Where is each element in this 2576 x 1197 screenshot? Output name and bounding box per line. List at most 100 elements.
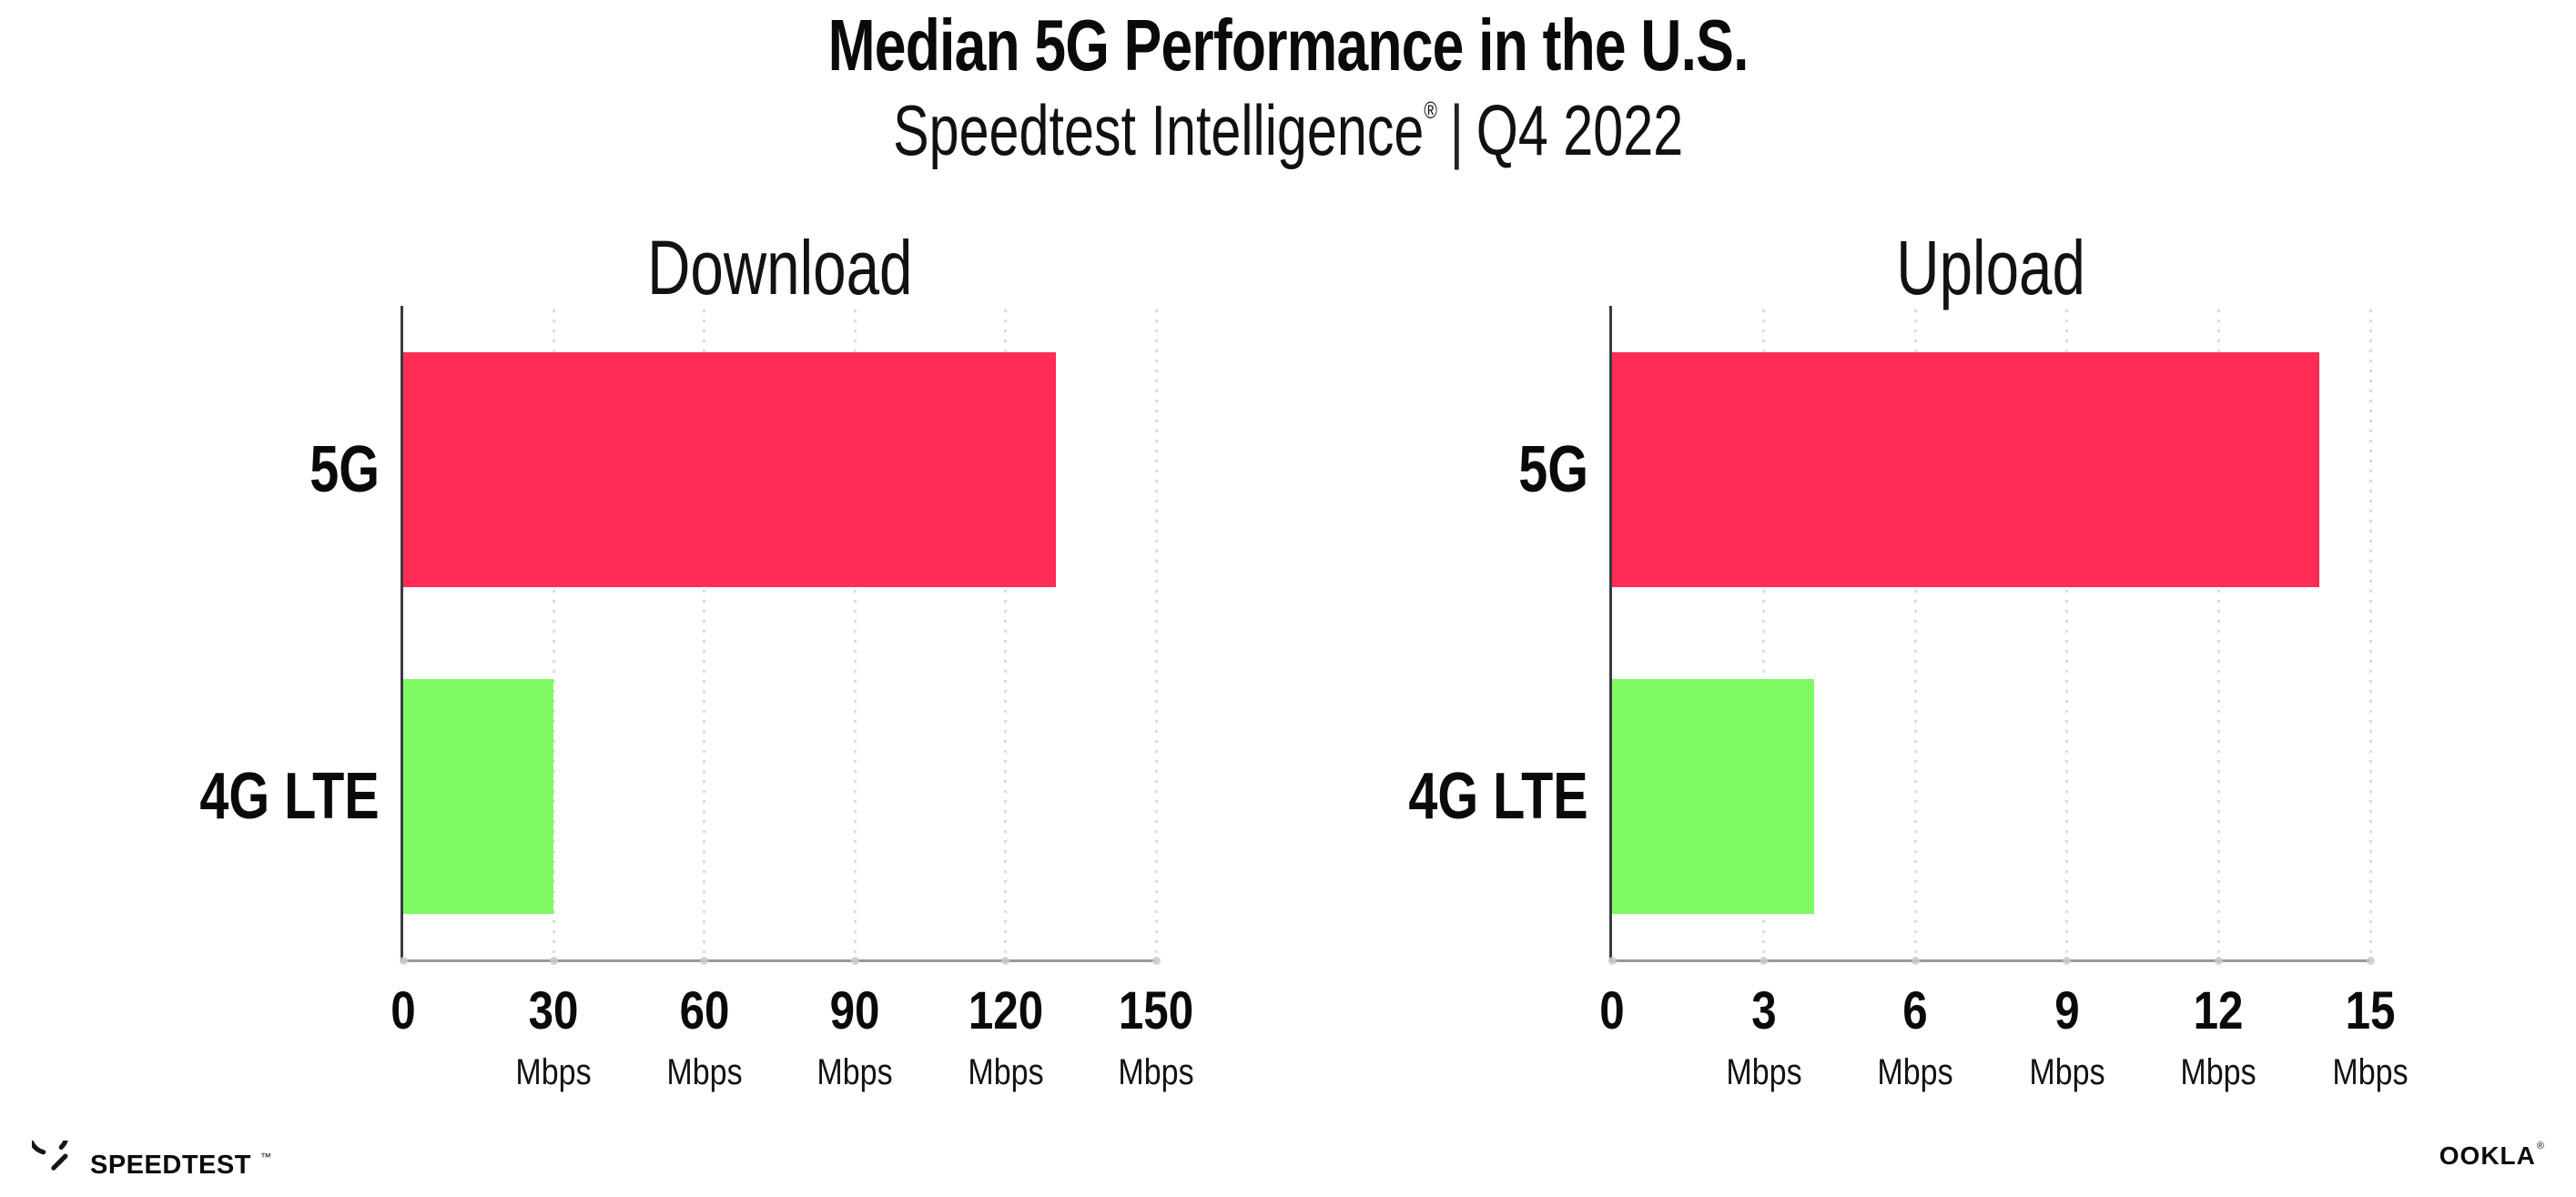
tick-label: 60 xyxy=(675,985,735,1038)
tick-label: 0 xyxy=(1597,985,1627,1038)
gridline xyxy=(2216,306,2220,959)
chart-title-text: Download xyxy=(646,225,913,310)
tick-label-text: 9 xyxy=(2054,981,2080,1040)
category-label: 5G xyxy=(0,437,1588,502)
bar-4g-lte xyxy=(1612,679,1815,914)
tick-label: 30 xyxy=(524,985,583,1038)
tick-unit-label: Mbps xyxy=(2023,1054,2112,1090)
speedtest-wordmark: SPEEDTEST xyxy=(90,1150,251,1180)
page-subtitle: Speedtest Intelligence® | Q4 2022 xyxy=(0,95,2576,166)
axis-tick-dot xyxy=(2214,957,2223,965)
tick-label-text: 60 xyxy=(679,981,730,1040)
tick-unit-label: Mbps xyxy=(2174,1054,2263,1090)
tick-unit-text: Mbps xyxy=(816,1052,893,1092)
axis-tick-dot xyxy=(2366,957,2375,965)
tick-label: 120 xyxy=(961,985,1050,1038)
category-label-text: 5G xyxy=(1518,433,1588,506)
tick-label-text: 150 xyxy=(1118,981,1194,1040)
ookla-registered-symbol: ® xyxy=(2536,1141,2544,1151)
tick-unit-label: Mbps xyxy=(1719,1054,1809,1090)
chart-title: Upload xyxy=(1612,229,2370,306)
bar-4g-lte xyxy=(403,679,554,914)
axis-tick-dot xyxy=(399,957,408,965)
gridline xyxy=(2065,306,2069,959)
chart-title-text: Upload xyxy=(1896,225,2086,310)
gridline xyxy=(552,306,555,959)
gridline xyxy=(1004,306,1008,959)
gridline xyxy=(703,306,706,959)
speedtest-logo: SPEEDTEST ™ xyxy=(32,1141,271,1190)
tick-label-text: 6 xyxy=(1902,981,1928,1040)
axis-tick-dot xyxy=(1001,957,1010,965)
gridline xyxy=(1154,306,1158,959)
tick-label-text: 30 xyxy=(528,981,579,1040)
tick-unit-text: Mbps xyxy=(666,1052,743,1092)
registered-symbol: ® xyxy=(1424,96,1437,124)
tick-unit-text: Mbps xyxy=(2332,1052,2409,1092)
y-axis xyxy=(401,306,403,962)
tick-label: 0 xyxy=(389,985,418,1038)
subtitle-brand: Speedtest Intelligence xyxy=(892,90,1425,170)
tick-label-text: 90 xyxy=(829,981,880,1040)
page-title: Median 5G Performance in the U.S. xyxy=(0,9,2576,82)
tick-label-text: 12 xyxy=(2193,981,2244,1040)
gridline xyxy=(1913,306,1917,959)
axis-tick-dot xyxy=(1151,957,1161,965)
axis-tick-dot xyxy=(700,957,709,965)
category-label-text: 5G xyxy=(309,433,380,506)
axis-tick-dot xyxy=(1911,957,1920,965)
ookla-logo: OOKLA ® xyxy=(2439,1141,2544,1170)
page-title-text: Median 5G Performance in the U.S. xyxy=(827,5,1749,86)
axis-tick-dot xyxy=(1760,957,1769,965)
tick-label: 3 xyxy=(1749,985,1778,1038)
x-axis xyxy=(401,959,1156,962)
axis-tick-dot xyxy=(850,957,859,965)
tick-label: 12 xyxy=(2189,985,2248,1038)
tick-unit-text: Mbps xyxy=(2180,1052,2257,1092)
axis-tick-dot xyxy=(2063,957,2072,965)
category-label: 5G xyxy=(0,437,380,502)
tick-label-text: 0 xyxy=(1599,981,1625,1040)
tick-label: 9 xyxy=(2053,985,2082,1038)
tick-label: 6 xyxy=(1901,985,1930,1038)
subtitle-separator: | xyxy=(1449,90,1464,170)
bar-5g xyxy=(1612,352,2320,587)
tick-label-text: 120 xyxy=(968,981,1043,1040)
axis-tick-dot xyxy=(1607,957,1617,965)
tick-label: 90 xyxy=(826,985,885,1038)
tick-label-text: 3 xyxy=(1750,981,1777,1040)
tick-label: 15 xyxy=(2341,985,2400,1038)
speedtest-gauge-icon xyxy=(32,1141,68,1171)
gridline xyxy=(2368,306,2372,959)
tick-unit-text: Mbps xyxy=(968,1052,1044,1092)
tick-unit-text: Mbps xyxy=(1118,1052,1194,1092)
y-axis xyxy=(1609,306,1612,962)
speedtest-trademark-symbol: ™ xyxy=(259,1151,271,1163)
page-subtitle-text: Speedtest Intelligence® | Q4 2022 xyxy=(893,95,1683,166)
tick-unit-text: Mbps xyxy=(1877,1052,1953,1092)
axis-tick-dot xyxy=(549,957,558,965)
tick-unit-label: Mbps xyxy=(509,1054,598,1090)
subtitle-period: Q4 2022 xyxy=(1476,90,1684,170)
category-label: 4G LTE xyxy=(0,764,1588,829)
tick-unit-text: Mbps xyxy=(515,1052,592,1092)
tick-unit-label: Mbps xyxy=(2326,1054,2415,1090)
tick-unit-text: Mbps xyxy=(2029,1052,2105,1092)
tick-label-text: 0 xyxy=(390,981,416,1040)
tick-unit-text: Mbps xyxy=(1726,1052,1802,1092)
tick-label: 150 xyxy=(1112,985,1201,1038)
tick-label-text: 15 xyxy=(2345,981,2396,1040)
tick-unit-label: Mbps xyxy=(810,1054,899,1090)
bar-5g xyxy=(403,352,1056,587)
tick-unit-label: Mbps xyxy=(660,1054,749,1090)
ookla-wordmark: OOKLA xyxy=(2439,1141,2536,1170)
x-axis xyxy=(1609,959,2370,962)
category-label-text: 4G LTE xyxy=(199,760,380,833)
chart-title: Download xyxy=(403,229,1156,306)
tick-unit-label: Mbps xyxy=(1111,1054,1201,1090)
category-label: 4G LTE xyxy=(0,764,380,829)
tick-unit-label: Mbps xyxy=(1871,1054,1960,1090)
gridline xyxy=(853,306,857,959)
category-label-text: 4G LTE xyxy=(1408,760,1588,833)
